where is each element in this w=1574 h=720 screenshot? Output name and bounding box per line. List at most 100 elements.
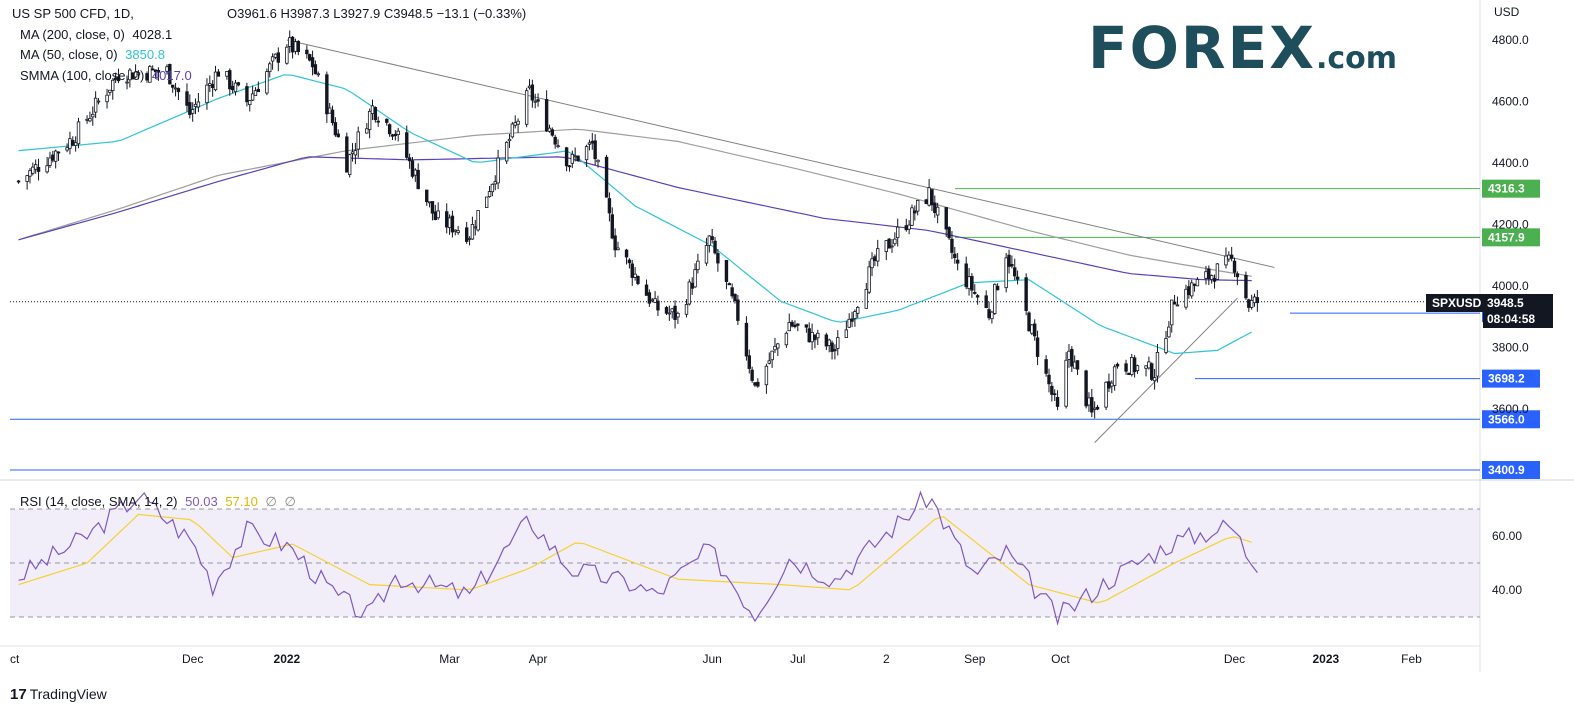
candle-body-59: [253, 90, 258, 97]
candle-body-81: [345, 136, 349, 173]
candle-body-12: [68, 138, 72, 149]
ohlc-readout: O3961.6 H3987.3 L3927.9 C3948.5 −13.1 (−…: [227, 6, 530, 21]
candle-body-144: [593, 140, 597, 160]
candle-body-9: [53, 150, 58, 162]
candle-body-14: [73, 142, 78, 147]
candle-body-187: [767, 360, 771, 364]
candle-body-279: [1132, 357, 1137, 373]
candle-body-198: [810, 331, 814, 343]
ma50-value: 3850.8: [125, 47, 165, 62]
candle-body-89: [373, 107, 378, 121]
candle-body-157: [647, 292, 652, 304]
forex-logo: FOREX.com: [1088, 14, 1397, 82]
candle-body-102: [427, 201, 432, 204]
candle-body-222: [907, 224, 911, 230]
candle-body-114: [473, 226, 477, 229]
y-axis-unit: USD: [1494, 5, 1520, 19]
candle-body-26: [125, 81, 129, 84]
candle-body-103: [430, 201, 435, 214]
candle-body-88: [370, 105, 375, 114]
candle-body-44: [193, 103, 198, 107]
candle-body-223: [910, 207, 914, 226]
candle-body-87: [367, 110, 372, 130]
candle-body-285: [1155, 351, 1160, 377]
candle-body-258: [1050, 385, 1054, 395]
ohlc-values: O3961.6 H3987.3 L3927.9 C3948.5 −13.1 (−…: [227, 6, 527, 21]
candle-body-6: [45, 165, 49, 173]
smma-value: 4017.0: [151, 68, 192, 83]
candle-body-35: [156, 69, 161, 73]
candle-body-42: [188, 102, 192, 115]
candle-body-240: [975, 295, 980, 298]
candle-body-231: [944, 207, 948, 230]
candle-body-79: [333, 122, 338, 136]
level-label-4: 3566.0: [1488, 412, 1525, 426]
candle-body-183: [750, 369, 754, 381]
candle-body-0: [16, 180, 21, 183]
candle-body-83: [350, 151, 355, 154]
candle-body-54: [233, 82, 238, 93]
candle-body-131: [544, 99, 549, 132]
candle-body-16: [85, 118, 89, 121]
candle-body-123: [510, 123, 515, 138]
candle-body-220: [896, 226, 900, 239]
candle-body-61: [265, 71, 269, 94]
candle-body-277: [1127, 372, 1131, 376]
rsi-y-tick-1: 40.00: [1492, 583, 1522, 597]
y-tick-2: 4400.0: [1492, 156, 1529, 170]
candle-body-37: [168, 63, 172, 85]
candle-body-227: [927, 187, 931, 206]
candle-body-170: [696, 260, 700, 271]
candle-body-257: [1047, 374, 1051, 385]
x-tick-6: Jul: [790, 652, 805, 666]
candle-body-80: [336, 133, 340, 138]
candle-body-273: [1110, 382, 1114, 387]
candle-body-204: [833, 349, 837, 352]
candle-body-68: [290, 36, 295, 53]
y-tick-6: 3600.0: [1492, 402, 1529, 416]
last-price-badge: 3948.5 08:04:58: [1483, 294, 1553, 328]
candle-body-268: [1090, 397, 1094, 413]
ma200-label: MA (200, close, 0): [20, 27, 125, 42]
candle-body-262: [1067, 350, 1071, 360]
level-badge-0: [1482, 179, 1540, 198]
x-tick-9: Oct: [1051, 652, 1070, 666]
candle-body-242: [987, 309, 991, 319]
candle-body-164: [673, 305, 677, 320]
candle-body-113: [470, 224, 475, 240]
candle-body-84: [353, 150, 358, 156]
candle-body-119: [493, 181, 497, 185]
x-tick-11: 2023: [1313, 652, 1340, 666]
candle-body-18: [91, 113, 95, 118]
candle-body-241: [984, 295, 988, 308]
ma200-value: 4028.1: [132, 27, 173, 42]
candle-body-299: [1212, 278, 1217, 282]
candle-body-74: [313, 64, 318, 75]
candle-body-265: [1075, 360, 1080, 370]
candle-body-62: [268, 63, 272, 73]
price-box-symbol: SPXUSD: [1432, 296, 1482, 310]
candle-body-118: [490, 183, 495, 193]
countdown-value: 08:04:58: [1487, 312, 1536, 326]
candle-body-73: [310, 57, 315, 68]
candle-body-305: [1235, 273, 1240, 278]
candle-body-207: [847, 318, 851, 328]
candle-body-298: [1209, 275, 1214, 280]
candle-body-4: [33, 164, 38, 170]
candle-body-280: [1135, 365, 1140, 372]
candle-body-261: [1064, 359, 1068, 407]
candle-body-22: [108, 89, 112, 93]
candle-body-301: [1224, 255, 1228, 266]
candle-body-237: [967, 276, 971, 289]
candle-body-275: [1115, 363, 1120, 367]
candle-body-107: [447, 217, 452, 228]
candle-body-2: [28, 170, 32, 177]
candle-body-201: [824, 334, 829, 347]
candle-body-91: [385, 118, 389, 123]
candle-body-287: [1167, 326, 1171, 338]
rsi-extra-2: ∅: [284, 494, 296, 509]
candle-body-236: [964, 263, 968, 288]
candle-body-108: [450, 215, 455, 233]
candle-body-140: [576, 155, 580, 162]
